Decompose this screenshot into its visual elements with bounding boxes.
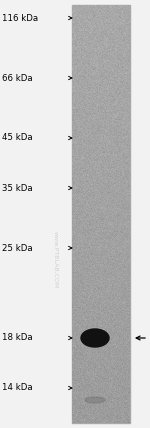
- Text: 25 kDa: 25 kDa: [2, 244, 33, 253]
- Ellipse shape: [81, 329, 109, 347]
- Text: 18 kDa: 18 kDa: [2, 333, 33, 342]
- Text: 116 kDa: 116 kDa: [2, 14, 38, 23]
- Text: www.PTBLAB.COM: www.PTBLAB.COM: [52, 231, 57, 289]
- Text: 66 kDa: 66 kDa: [2, 74, 33, 83]
- Text: 35 kDa: 35 kDa: [2, 184, 33, 193]
- Bar: [72, 5, 130, 423]
- Text: 45 kDa: 45 kDa: [2, 134, 33, 143]
- Text: 14 kDa: 14 kDa: [2, 383, 33, 392]
- Ellipse shape: [85, 397, 105, 403]
